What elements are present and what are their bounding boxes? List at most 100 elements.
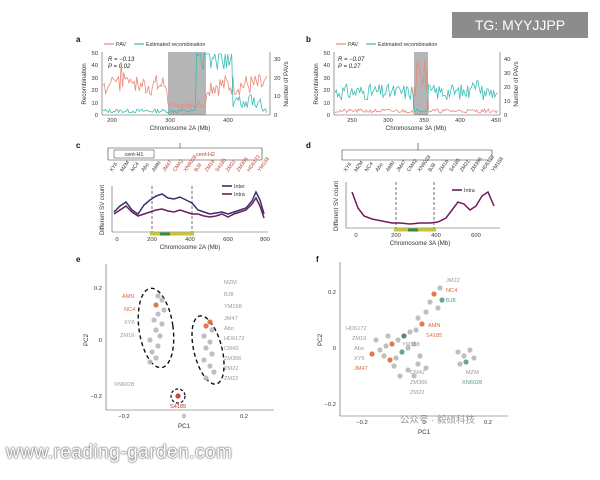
- accession-label: BJ8: [427, 162, 437, 173]
- recomb-line-b: [334, 80, 498, 113]
- ylabel-right-a: Number of PAVs: [283, 61, 290, 106]
- panel-a: a PAV Estimated recombination R = −0.13 …: [76, 35, 290, 132]
- xtick-d-2: 400: [431, 233, 441, 239]
- pca-point: [407, 329, 413, 335]
- legend-recomb-b: Estimated recombination: [378, 42, 437, 48]
- pca-point: [201, 357, 207, 363]
- ytick-right-a-3: 30: [274, 57, 280, 63]
- label-f-zm366: ZM366: [410, 380, 427, 386]
- pca-point: [211, 369, 217, 375]
- pca-points-e: [147, 293, 217, 399]
- pca-point: [413, 327, 419, 333]
- label-f-abo: Abo: [354, 346, 364, 352]
- pca-point: [147, 337, 153, 343]
- pca-point: [397, 373, 403, 379]
- accession-label: BJ8: [193, 162, 203, 173]
- ytick-right-a-0: 0: [274, 113, 277, 119]
- stat-p-b: P = 0.27: [338, 64, 361, 70]
- panel-c-letter: c: [76, 141, 81, 150]
- pca-point: [423, 309, 429, 315]
- xtick-a-2: 400: [223, 118, 233, 124]
- xtick-e-0: −0.2: [118, 414, 129, 420]
- accession-label: XY6: [343, 162, 354, 174]
- ytick-e-0: 0.2: [94, 286, 102, 292]
- pca-point: [153, 302, 159, 308]
- ylabel-d: Different SV count: [333, 181, 340, 231]
- pca-point: [155, 343, 161, 349]
- xtick-d-1: 200: [391, 233, 401, 239]
- ytick-e-1: 0: [99, 338, 102, 344]
- legend-recomb-a: Estimated recombination: [146, 42, 205, 48]
- label-f-nc4: NC4: [446, 288, 457, 294]
- stat-p-a: P = 0.02: [108, 64, 131, 70]
- pca-point: [373, 337, 379, 343]
- pca-point: [155, 293, 161, 299]
- xtick-d-0: 0: [354, 233, 357, 239]
- label-f-bj8: BJ8: [446, 298, 456, 304]
- label-f-cm42: CM42: [410, 370, 425, 376]
- ytick-right-b-4: 40: [504, 57, 510, 63]
- label-e-zm22a: ZM22: [224, 366, 238, 372]
- ytick-a-1: 10: [92, 101, 98, 107]
- ytick-f-2: −0.2: [325, 402, 336, 408]
- label-f-zm22: ZM22: [410, 390, 424, 396]
- pca-point: [203, 345, 209, 351]
- label-f-jm22: JM22: [446, 278, 460, 284]
- watermark-tag: TG: MYYJJPP: [452, 12, 588, 38]
- url-watermark: www.reading-garden.com: [6, 442, 233, 463]
- label-f-ym158: YM158: [402, 342, 420, 348]
- label-f-amn: AMN: [428, 323, 440, 329]
- label-e-xy6: XY6: [124, 320, 135, 326]
- pca-point: [455, 349, 461, 355]
- xtick-a-1: 300: [165, 118, 175, 124]
- pca-point: [383, 343, 389, 349]
- ylabel-right-b: Number of PAVs: [513, 61, 520, 106]
- ytick-a-4: 40: [92, 63, 98, 69]
- xtick-b-1: 300: [383, 118, 393, 124]
- centromere-core-d: [408, 228, 418, 232]
- ytick-f-1: 0: [333, 346, 336, 352]
- centromere-bar-c: [150, 232, 194, 236]
- pca-point: [151, 317, 157, 323]
- ytick-e-2: −0.2: [91, 394, 102, 400]
- pca-point: [423, 365, 429, 371]
- pca-point: [369, 351, 375, 357]
- accession-label: MZM: [119, 160, 131, 173]
- ytick-b-0: 0: [327, 113, 330, 119]
- label-e-amn: AMN: [122, 294, 134, 300]
- ylabel-c: Different SV count: [99, 185, 106, 235]
- panel-f-letter: f: [316, 255, 319, 264]
- xlabel-f: PC1: [418, 429, 431, 436]
- panel-e-letter: e: [76, 255, 81, 264]
- ytick-a-2: 20: [92, 88, 98, 94]
- xtick-f-1: 0: [422, 420, 425, 426]
- ytick-f-0: 0.2: [328, 290, 336, 296]
- pca-point: [435, 305, 441, 311]
- ytick-a-3: 30: [92, 76, 98, 82]
- label-e-zm16: ZM16: [120, 333, 134, 339]
- label-e-ym158: YM158: [224, 304, 242, 310]
- stat-r-a: R = −0.13: [108, 57, 135, 63]
- xtick-e-2: 0.2: [240, 414, 248, 420]
- xtick-c-0: 0: [115, 237, 118, 243]
- xtick-c-2: 400: [185, 237, 195, 243]
- xtick-b-2: 350: [419, 118, 429, 124]
- pca-point: [207, 339, 213, 345]
- label-f-s4185: S4185: [426, 333, 442, 339]
- xtick-c-3: 600: [223, 237, 233, 243]
- pca-point: [157, 333, 163, 339]
- panel-f: f JM22 NC4 BJ8 HD6172 ZM16 Abo XY6 JM47 …: [316, 255, 508, 436]
- pca-point: [395, 337, 401, 343]
- recomb-line-a: [102, 52, 268, 115]
- pca-point: [461, 353, 467, 359]
- pca-point: [405, 345, 411, 351]
- label-e-s4185: S4185: [170, 404, 186, 410]
- xtick-c-1: 200: [147, 237, 157, 243]
- label-e-zm366: ZM366: [224, 356, 241, 362]
- ytick-right-b-1: 10: [504, 99, 510, 105]
- accession-label: XY6: [109, 162, 120, 174]
- accession-label: AMN: [385, 160, 397, 173]
